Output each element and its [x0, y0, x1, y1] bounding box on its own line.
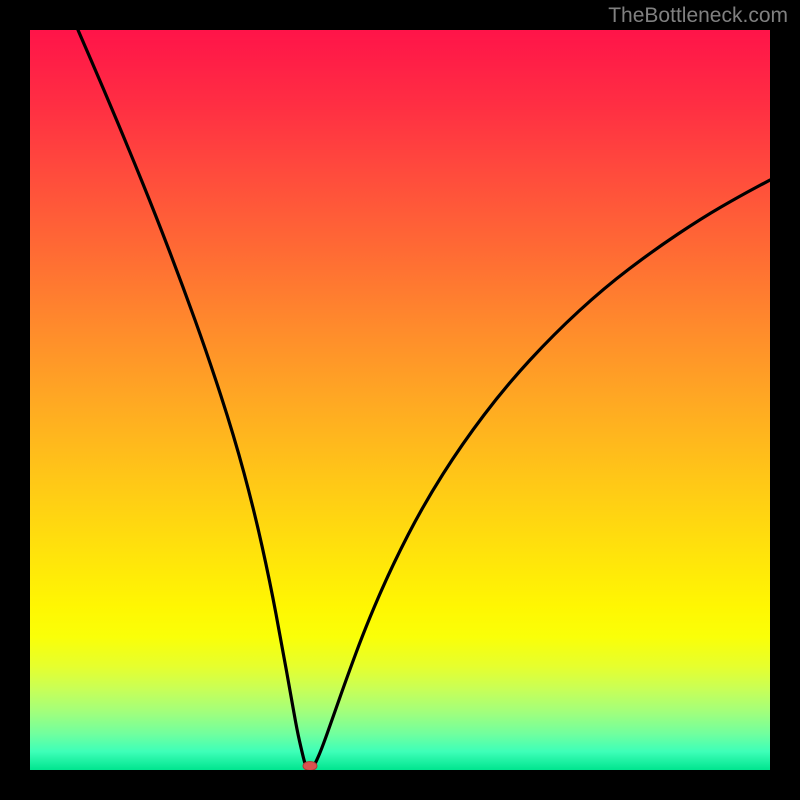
watermark-text: TheBottleneck.com	[608, 4, 788, 28]
chart-container: TheBottleneck.com	[0, 0, 800, 800]
minimum-marker	[303, 762, 317, 771]
bottleneck-curve	[30, 30, 770, 770]
plot-area	[30, 30, 770, 770]
